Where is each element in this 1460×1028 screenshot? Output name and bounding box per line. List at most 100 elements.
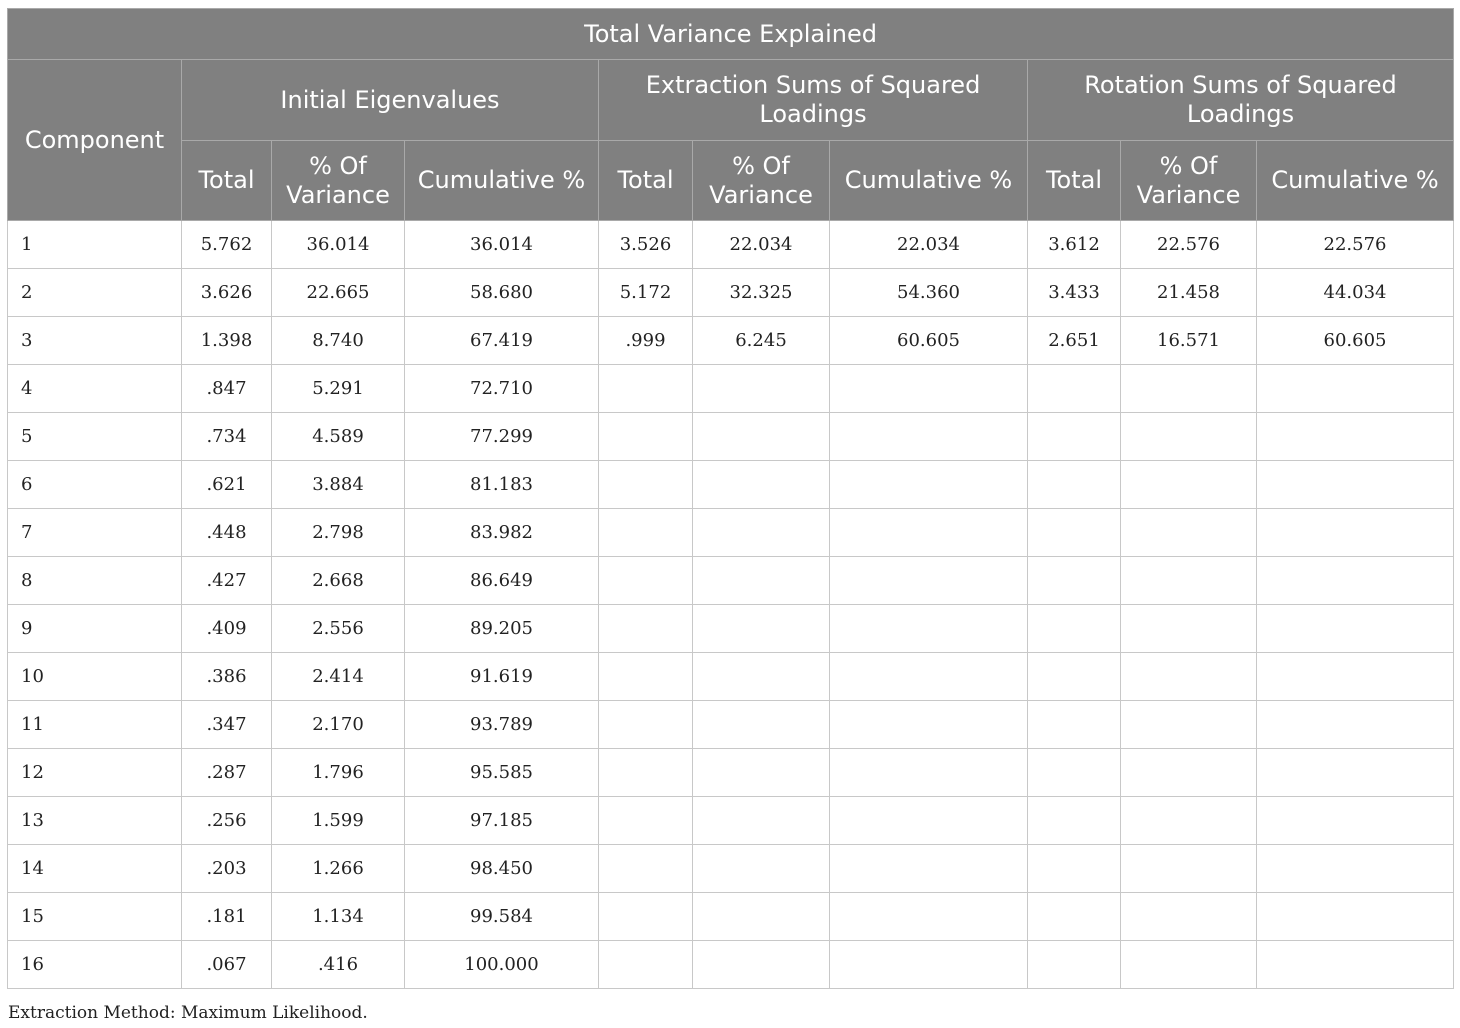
table-title: Total Variance Explained: [6, 8, 1455, 60]
component-cell: 5: [7, 412, 182, 461]
value-cell: 36.014: [404, 220, 599, 269]
value-cell: [1255, 604, 1455, 653]
subheader-total: Total: [181, 140, 272, 221]
value-cell: 2.414: [271, 652, 405, 701]
value-cell: 5.762: [181, 220, 272, 269]
value-cell: .287: [181, 748, 272, 797]
value-cell: 93.789: [404, 700, 599, 749]
component-cell: 6: [7, 460, 182, 509]
value-cell: 22.576: [1120, 220, 1257, 269]
table-body: 1 5.762 36.014 36.014 3.526 22.034 22.034 3.612…: [7, 220, 1455, 989]
value-cell: [1255, 940, 1455, 989]
table-row: 2 3.626 22.665 58.680 5.172 32.325 54.360 3.433…: [7, 268, 1455, 317]
total-variance-table: Total Variance Explained Component Initi…: [6, 8, 1455, 989]
value-cell: [692, 796, 830, 845]
value-cell: [598, 604, 693, 653]
value-cell: 2.651: [1027, 316, 1121, 365]
variance-table-container: Total Variance Explained Component Initi…: [6, 8, 1455, 989]
table-row: 12.287 1.796 95.585: [7, 748, 1455, 797]
value-cell: 60.605: [1255, 316, 1455, 365]
table-row: 3 1.398 8.740 67.419.999 6.245 60.605 2.651 16.…: [7, 316, 1455, 365]
value-cell: 2.798: [271, 508, 405, 557]
value-cell: [692, 892, 830, 941]
value-cell: [598, 652, 693, 701]
component-cell: 9: [7, 604, 182, 653]
component-cell: 10: [7, 652, 182, 701]
value-cell: 98.450: [404, 844, 599, 893]
value-cell: [1255, 892, 1455, 941]
value-cell: [692, 604, 830, 653]
value-cell: [829, 364, 1028, 413]
value-cell: 60.605: [829, 316, 1028, 365]
value-cell: 99.584: [404, 892, 599, 941]
value-cell: 36.014: [271, 220, 405, 269]
table-row: 6.621 3.884 81.183: [7, 460, 1455, 509]
value-cell: .847: [181, 364, 272, 413]
component-header: Component: [7, 59, 182, 221]
value-cell: 3.612: [1027, 220, 1121, 269]
value-cell: [598, 796, 693, 845]
value-cell: 83.982: [404, 508, 599, 557]
value-cell: [1120, 796, 1257, 845]
value-cell: [829, 556, 1028, 605]
value-cell: 1.266: [271, 844, 405, 893]
value-cell: 22.034: [692, 220, 830, 269]
value-cell: .256: [181, 796, 272, 845]
value-cell: [1027, 412, 1121, 461]
value-cell: 22.576: [1255, 220, 1455, 269]
value-cell: [1255, 364, 1455, 413]
value-cell: [1255, 412, 1455, 461]
table-row: 10.386 2.414 91.619: [7, 652, 1455, 701]
value-cell: [598, 364, 693, 413]
value-cell: [829, 748, 1028, 797]
value-cell: 86.649: [404, 556, 599, 605]
value-cell: [692, 700, 830, 749]
component-cell: 16: [7, 940, 182, 989]
component-cell: 7: [7, 508, 182, 557]
value-cell: 58.680: [404, 268, 599, 317]
value-cell: 89.205: [404, 604, 599, 653]
value-cell: [598, 412, 693, 461]
value-cell: [1120, 556, 1257, 605]
value-cell: 1.599: [271, 796, 405, 845]
value-cell: [1027, 556, 1121, 605]
value-cell: [692, 508, 830, 557]
value-cell: 5.291: [271, 364, 405, 413]
value-cell: [1027, 508, 1121, 557]
component-cell: 13: [7, 796, 182, 845]
table-row: 1 5.762 36.014 36.014 3.526 22.034 22.034 3.612…: [7, 220, 1455, 269]
value-cell: [1027, 748, 1121, 797]
value-cell: .999: [598, 316, 693, 365]
value-cell: 1.134: [271, 892, 405, 941]
value-cell: [1027, 604, 1121, 653]
value-cell: [1120, 748, 1257, 797]
value-cell: [598, 892, 693, 941]
table-row: 5.734 4.589 77.299: [7, 412, 1455, 461]
value-cell: [692, 412, 830, 461]
value-cell: [829, 796, 1028, 845]
value-cell: [1027, 892, 1121, 941]
table-row: 8.427 2.668 86.649: [7, 556, 1455, 605]
value-cell: 3.433: [1027, 268, 1121, 317]
value-cell: .448: [181, 508, 272, 557]
table-row: 7.448 2.798 83.982: [7, 508, 1455, 557]
subheader-total: Total: [1027, 140, 1121, 221]
group-header-rotation-sums: Rotation Sums of Squared Loadings: [1026, 59, 1455, 141]
value-cell: [1027, 700, 1121, 749]
subheader-cumulative: Cumulative %: [829, 140, 1028, 221]
value-cell: .067: [181, 940, 272, 989]
value-cell: [1027, 460, 1121, 509]
value-cell: 3.526: [598, 220, 693, 269]
value-cell: [1255, 748, 1455, 797]
value-cell: 97.185: [404, 796, 599, 845]
subheader-pct-variance: % Of Variance: [692, 140, 830, 221]
component-cell: 1: [7, 220, 182, 269]
subheader-cumulative: Cumulative %: [1255, 140, 1455, 221]
component-cell: 3: [7, 316, 182, 365]
value-cell: 2.668: [271, 556, 405, 605]
value-cell: 81.183: [404, 460, 599, 509]
value-cell: .409: [181, 604, 272, 653]
value-cell: 95.585: [404, 748, 599, 797]
value-cell: [692, 364, 830, 413]
value-cell: 2.556: [271, 604, 405, 653]
